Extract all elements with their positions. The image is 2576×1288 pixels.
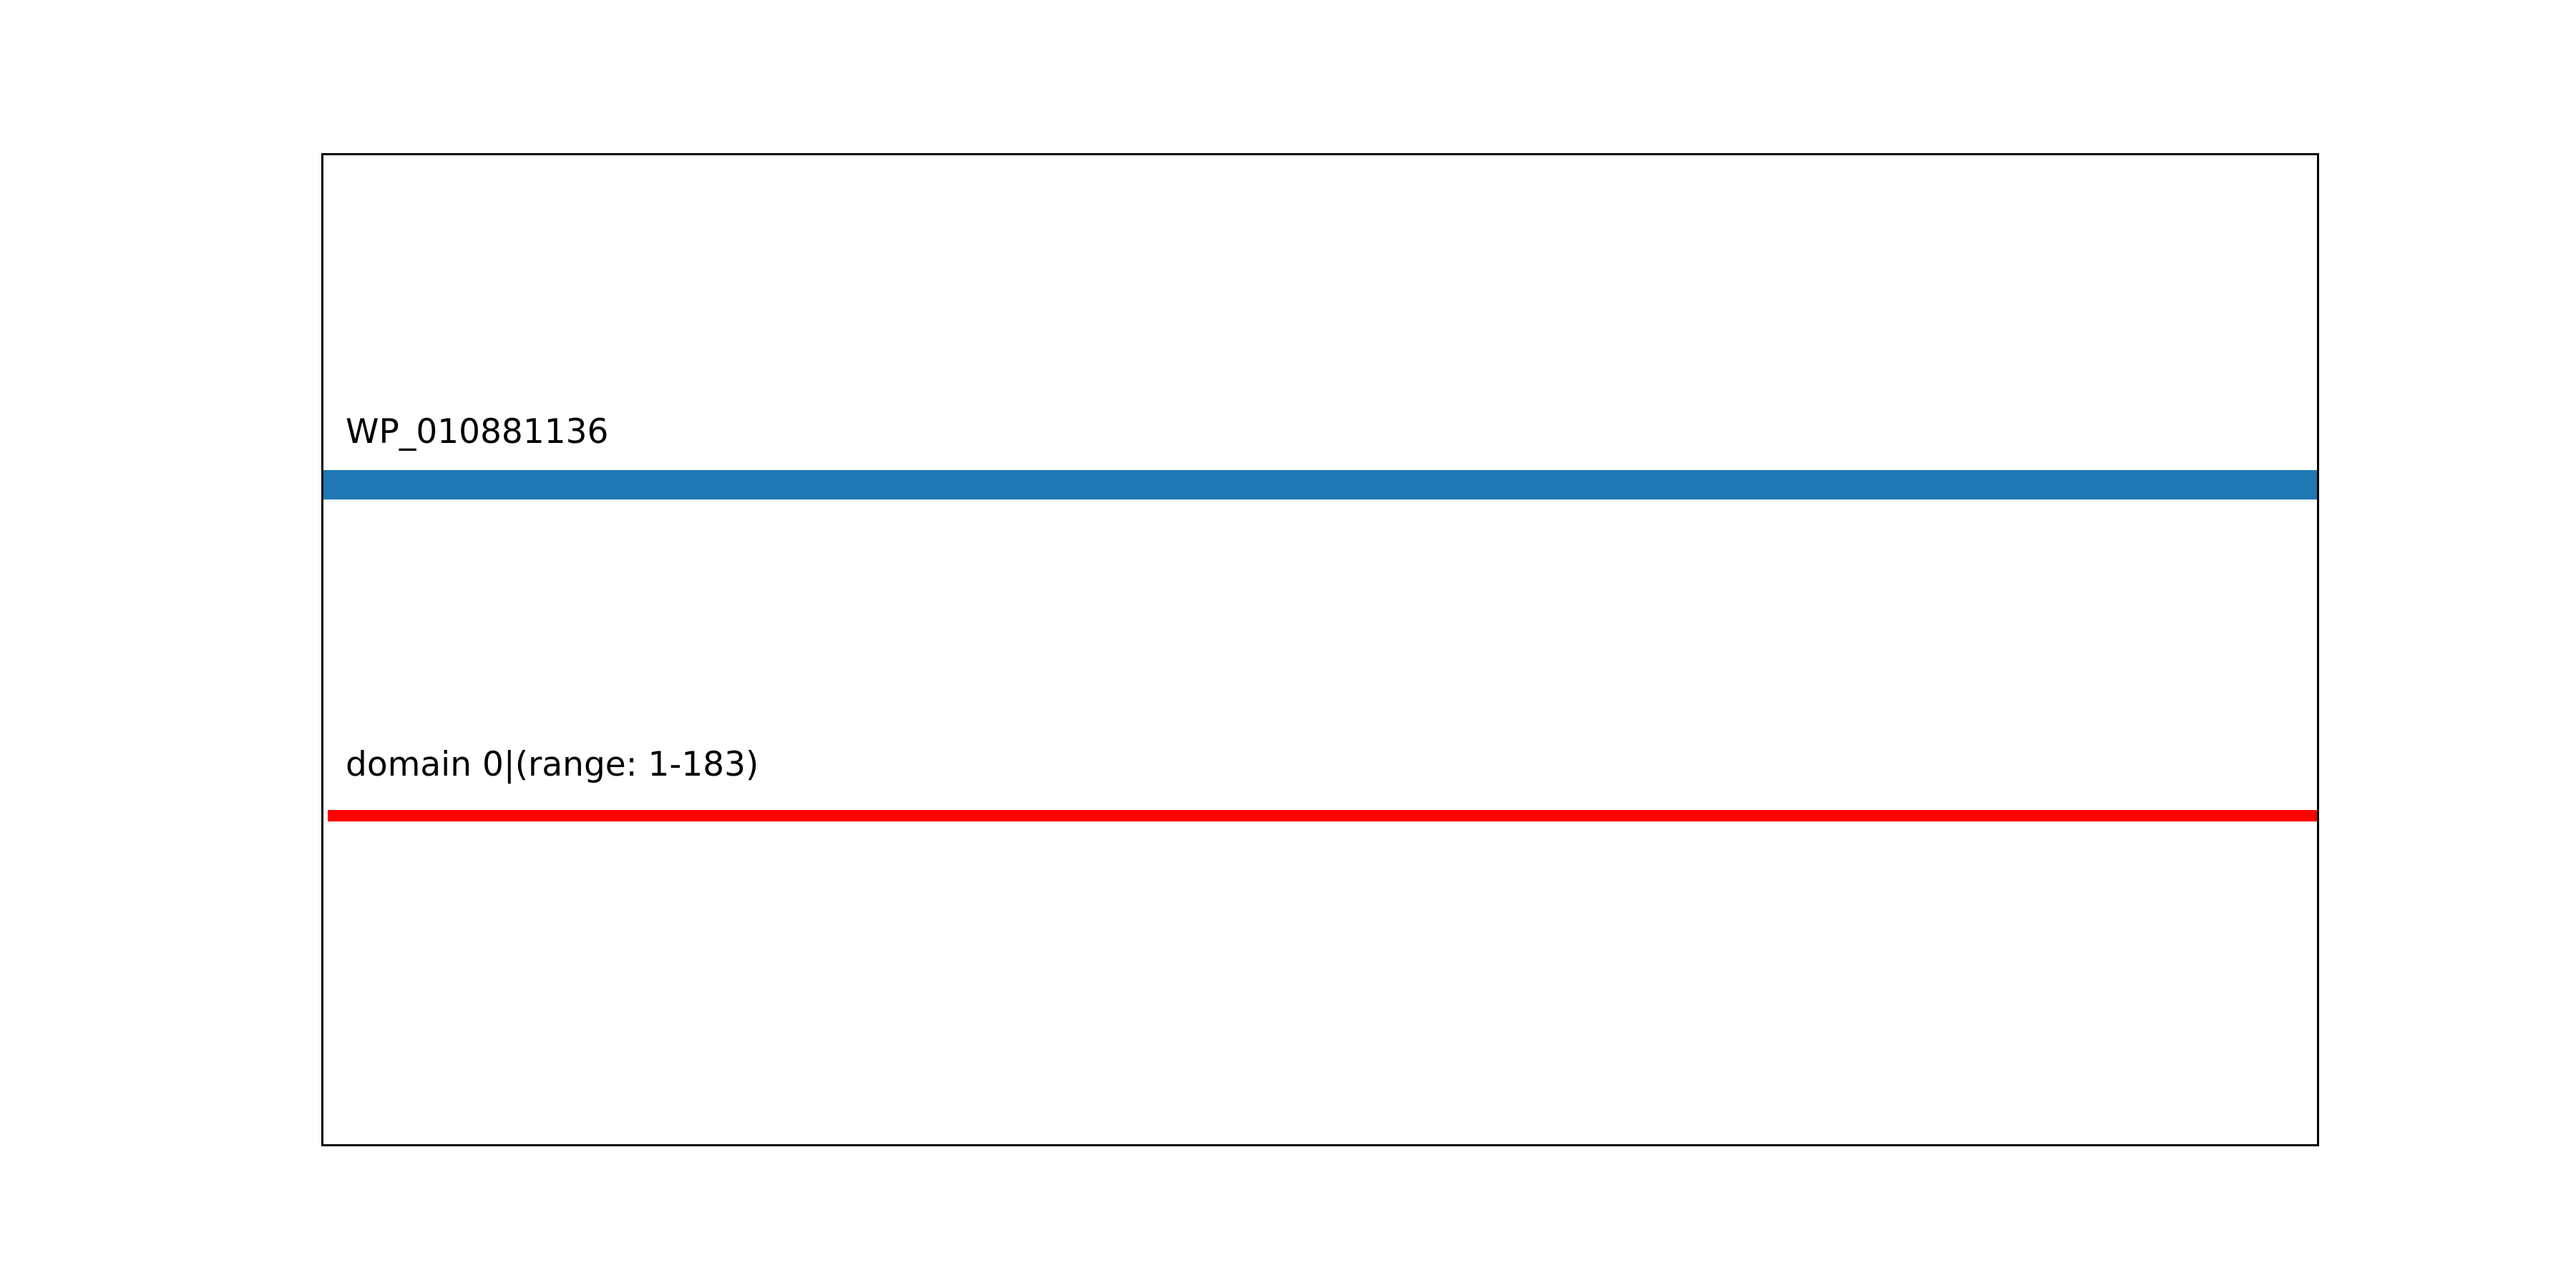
plot-frame: WP_010881136 domain 0|(range: 1-183) bbox=[321, 153, 2319, 1146]
domain-label: domain 0|(range: 1-183) bbox=[346, 745, 759, 784]
sequence-bar bbox=[323, 470, 2317, 499]
sequence-label: WP_010881136 bbox=[346, 412, 609, 452]
domain-line bbox=[328, 810, 2317, 821]
